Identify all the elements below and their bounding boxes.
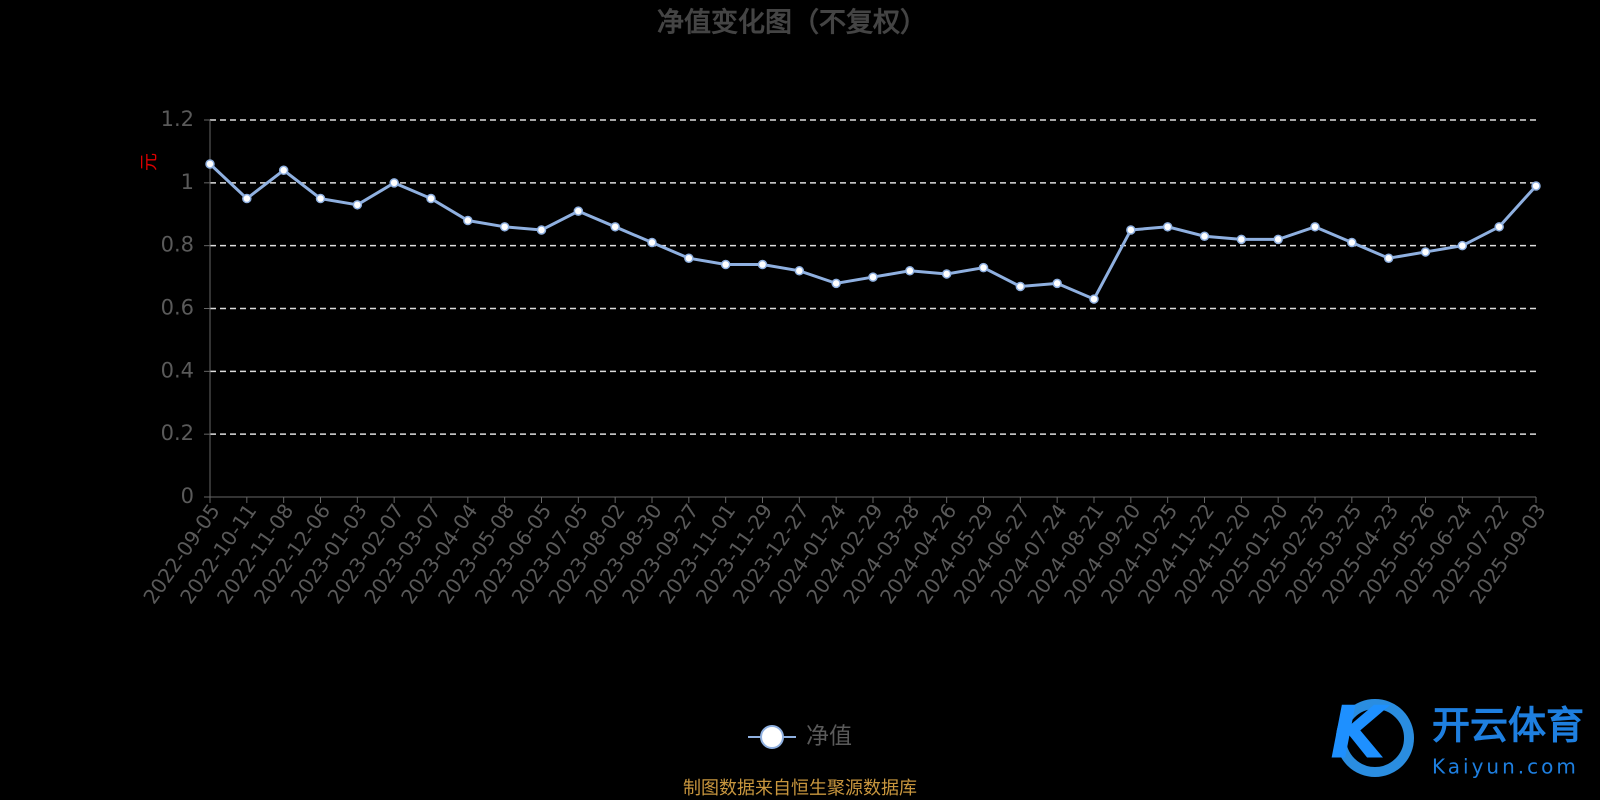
y-tick-label: 0.6: [161, 296, 194, 320]
y-tick-label: 1.2: [161, 107, 194, 131]
point: [1420, 247, 1431, 257]
point: [1310, 222, 1320, 232]
point: [205, 159, 215, 169]
point: [1531, 181, 1541, 191]
chart-title: 净值变化图（不复权）: [657, 7, 927, 39]
legend-label: 净值: [806, 724, 852, 750]
point: [1052, 278, 1062, 289]
legend-marker: [760, 725, 784, 749]
point: [499, 222, 510, 232]
point: [352, 200, 363, 210]
y-tick-label: 0.2: [161, 421, 194, 445]
point: [278, 165, 289, 176]
point: [794, 266, 805, 276]
y-tick-label: 1: [181, 170, 194, 194]
y-tick-label: 0.4: [161, 358, 194, 382]
point: [905, 266, 915, 276]
point: [573, 206, 584, 216]
point: [1383, 253, 1394, 263]
point: [1199, 231, 1210, 241]
point: [720, 259, 731, 270]
watermark-site: Kaiyun.com: [1432, 755, 1579, 779]
y-tick-label: 0.8: [161, 233, 194, 257]
legend: 净值: [748, 724, 852, 750]
point: [978, 262, 989, 273]
source-note: 制图数据来自恒生聚源数据库: [683, 778, 917, 799]
logo-ring: [1336, 699, 1414, 777]
point: [831, 278, 841, 289]
point: [1457, 240, 1468, 251]
point: [1236, 234, 1247, 245]
logo-k: K: [1330, 691, 1391, 775]
point: [1162, 222, 1173, 232]
point: [1347, 237, 1357, 248]
point: [684, 253, 694, 263]
point: [315, 193, 326, 204]
point: [242, 193, 252, 204]
point: [868, 272, 878, 282]
point: [941, 269, 952, 279]
point: [1015, 281, 1026, 292]
point: [1126, 225, 1136, 235]
point: [610, 222, 620, 232]
point: [536, 225, 547, 235]
point: [757, 259, 768, 270]
point: [1494, 222, 1504, 232]
watermark-name: 开云体育: [1432, 704, 1584, 748]
point: [463, 215, 473, 226]
y-tick-label: 0: [181, 484, 194, 508]
point: [1089, 294, 1099, 304]
point: [647, 237, 657, 248]
y-axis-label: 元: [139, 153, 160, 171]
point: [1273, 234, 1283, 245]
point: [389, 178, 399, 188]
point: [426, 193, 436, 204]
watermark: K 开云体育 Kaiyun.com: [1330, 691, 1584, 779]
